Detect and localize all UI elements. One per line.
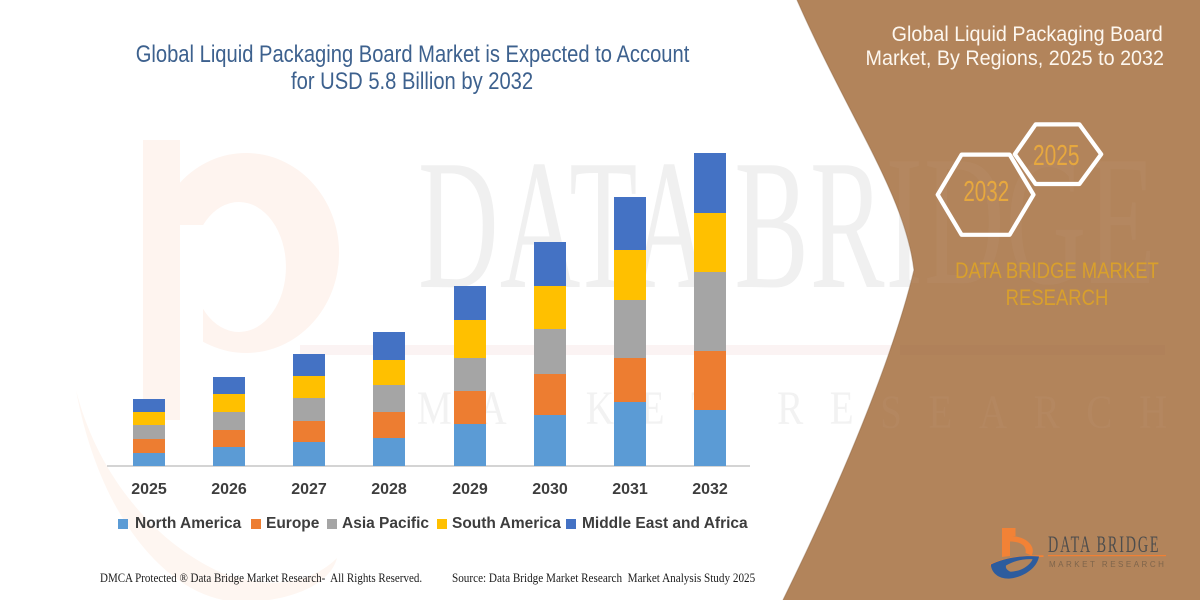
svg-text:DATA BRIDGE: DATA BRIDGE xyxy=(1048,533,1160,558)
svg-text:MARKET RESEARCH: MARKET RESEARCH xyxy=(417,386,1194,439)
svg-text:MARKET RESEARCH: MARKET RESEARCH xyxy=(1049,560,1166,569)
